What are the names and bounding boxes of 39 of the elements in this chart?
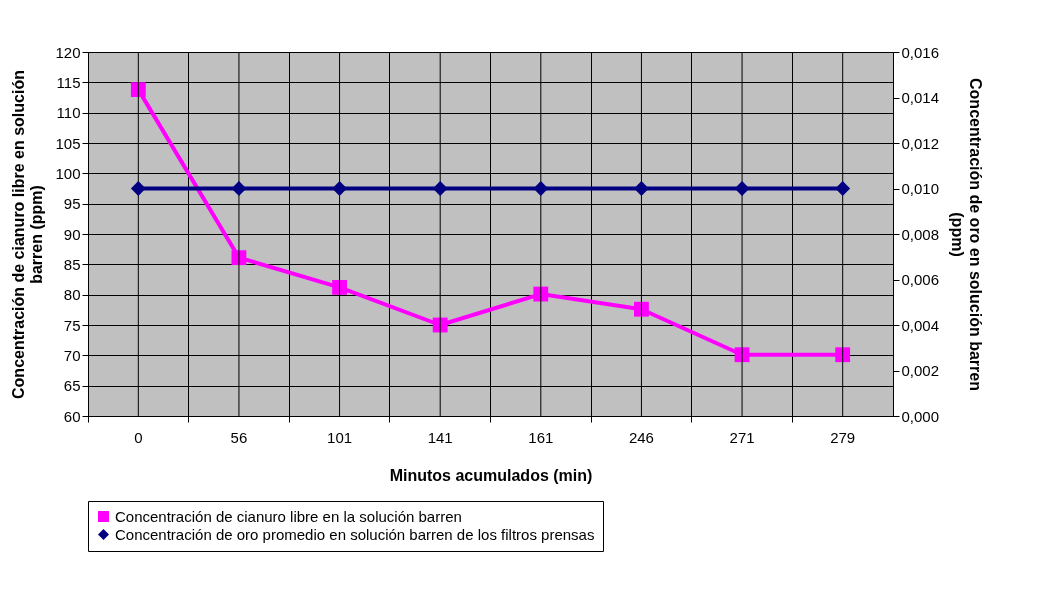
x-tick-label: 246 [628,428,654,446]
y-tick-label: 110 [56,104,81,122]
y-tick-label: 70 [63,346,81,364]
y2-tick-label: 0,000 [901,407,940,425]
y2-axis-title: Concentración de oro en solución barren (ppm) [949,78,985,391]
y-tick-label: 75 [63,316,81,334]
y2-tick-label: 0,006 [901,271,940,288]
y2-tick-label: 0,012 [901,134,940,152]
y2-tick-label: 0,008 [901,225,940,243]
x-tick-label: 101 [327,428,353,446]
x-tick-label: 279 [830,428,856,446]
x-tick-label: 0 [134,428,143,446]
point [835,347,851,363]
y-axis-title: Concentración de cianuro libre en solución barren (ppm) [10,70,46,399]
x-axis-title: Minutos acumulados (min) [389,466,593,484]
y-tick-label: 115 [56,73,81,91]
y-tick-label: 120 [55,43,81,61]
y2-tick-label: 0,016 [901,43,940,61]
y2-tick-label: 0,010 [901,180,940,197]
y-tick-label: 90 [63,225,81,243]
legend-label: Concentración de oro promedio en solución barren de los filtros prensas [115,525,595,543]
y-tick-label: 95 [63,195,81,213]
x-tick-label: 141 [427,428,453,446]
x-tick-label: 161 [528,428,554,446]
y-tick-label: 105 [55,134,81,152]
x-tick-label: 56 [230,428,248,446]
point [332,279,347,295]
point [130,82,146,98]
x-tick-label: 271 [729,428,755,446]
y-tick-label: 100 [55,164,81,182]
point [634,301,649,317]
y-tick-label: 80 [63,286,81,304]
y-tick-label: 65 [63,377,81,395]
y-tick-label: 85 [63,255,81,273]
y2-tick-label: 0,014 [901,89,940,106]
legend-label: Concentración de cianuro libre en la solución barren [115,507,462,525]
y-tick-label: 60 [63,407,81,425]
y2-tick-label: 0,002 [901,362,940,379]
y2-tick-label: 0,004 [901,316,940,334]
